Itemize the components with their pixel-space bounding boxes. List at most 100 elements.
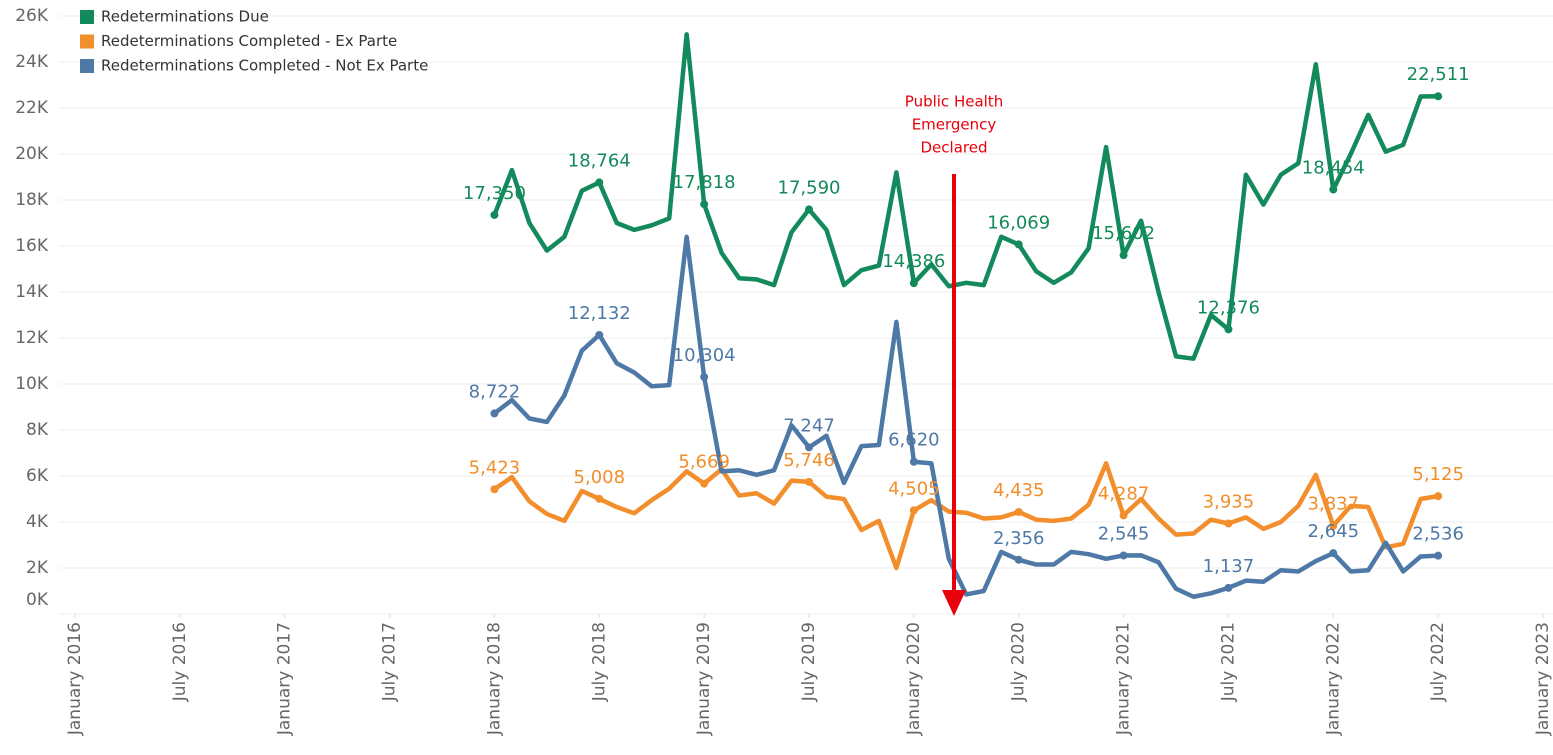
data-point [1224,325,1233,334]
legend-swatch [80,59,94,73]
legend-swatch [80,10,94,24]
x-tick-label: January 2023 [1533,622,1553,736]
data-point [909,457,918,466]
data-label: 18,764 [568,150,631,171]
x-tick-label: January 2019 [694,622,714,736]
plot: 17,350 18,764 17,818 17,590 14,386 16,069 15,6… [463,32,1470,599]
y-tick-label: 26K [15,6,49,26]
data-point [490,485,499,494]
data-label: 3,837 [1308,494,1360,515]
data-label: 12,376 [1197,297,1260,318]
data-label: 18,454 [1302,158,1365,179]
data-point [805,443,813,452]
data-label: 5,746 [783,450,835,471]
data-label: 2,536 [1412,524,1464,545]
data-point [1434,492,1443,501]
data-point [700,200,709,209]
data-label: 17,590 [778,177,841,198]
data-label: 7,247 [783,415,835,436]
data-label: 2,645 [1308,521,1360,542]
data-label: 4,505 [888,478,940,499]
data-point [1224,583,1233,592]
y-tick-label: 14K [15,282,49,302]
y-tick-label: 18K [15,190,49,210]
data-point [595,330,604,339]
data-label: 2,545 [1098,523,1150,544]
x-tick-label: January 2018 [484,622,504,736]
series-line [493,461,1439,571]
series-line [492,32,1439,361]
y-tick-label: 20K [15,144,49,164]
x-tick-label: January 2021 [1114,622,1134,736]
data-label: 1,137 [1203,556,1255,577]
data-label: 6,620 [888,430,940,451]
y-tick-label: 24K [15,52,49,72]
data-point [805,477,813,486]
data-label: 16,069 [987,212,1050,233]
y-tick-label: 6K [26,466,49,486]
x-tick-label: July 2016 [170,622,190,702]
data-label: 4,287 [1098,483,1150,504]
y-tick-label: 12K [15,328,49,348]
data-point [1329,521,1338,530]
data-point [700,373,709,382]
y-tick-label: 2K [26,558,49,578]
annotation-text: Emergency [912,116,997,134]
data-point [1224,519,1233,528]
x-tick-label: July 2021 [1218,622,1238,702]
y-tick-label: 8K [26,420,49,440]
data-point [1014,240,1023,249]
data-label: 10,304 [673,345,736,366]
data-label: 2,356 [993,528,1045,549]
data-label: 14,386 [882,251,945,272]
data-point [805,205,813,214]
data-point [1434,551,1443,560]
data-point [1119,551,1128,560]
annotation-text: Public Health [905,93,1003,111]
y-tick-label: 0K [26,590,49,610]
x-tick-label: July 2022 [1428,622,1448,702]
x-tick-label: January 2020 [904,622,924,736]
y-tick-label: 4K [26,512,49,532]
legend-swatch [80,34,94,49]
data-label: 12,132 [568,303,631,324]
annotation-text: Declared [921,139,988,157]
data-label: 5,669 [678,452,730,473]
data-label: 22,511 [1407,64,1470,85]
data-label: 17,350 [463,183,526,204]
data-point [595,178,604,187]
x-tick-label: January 2017 [275,622,295,736]
x-tick-label: January 2016 [65,622,85,736]
x-tick-label: January 2022 [1323,622,1343,736]
annotation: Public Health Emergency Declared [905,93,1003,616]
data-label: 15,602 [1092,223,1155,244]
data-point [1329,549,1338,558]
x-tick-label: July 2019 [799,622,819,702]
y-tick-label: 22K [15,98,49,118]
data-point [1014,507,1023,516]
annotation-arrowhead [942,590,966,616]
legend-label: Redeterminations Due [101,8,269,26]
data-point [1434,92,1443,101]
data-point [700,479,709,488]
x-tick-label: July 2020 [1009,622,1029,702]
data-point [909,506,918,515]
grid: 0K 2K 4K 6K 8K 10K 12K 14K 16K 18K 20K 22K 24K 26K Jan… [15,6,1553,736]
data-point [909,279,918,288]
data-point [595,494,604,503]
data-point [490,409,499,418]
data-label: 3,935 [1203,491,1255,512]
data-point [1329,185,1338,194]
series-line [493,234,1439,599]
legend-label: Redeterminations Completed - Not Ex Part… [101,57,428,75]
x-tick-label: July 2018 [589,622,609,702]
x-tick-label: July 2017 [380,622,400,702]
data-point [1119,251,1128,260]
data-point [1119,511,1128,520]
data-label: 8,722 [469,381,521,402]
data-label: 5,008 [574,467,626,488]
data-label: 17,818 [673,172,736,193]
data-point [1014,555,1023,564]
data-label: 5,423 [469,457,521,478]
